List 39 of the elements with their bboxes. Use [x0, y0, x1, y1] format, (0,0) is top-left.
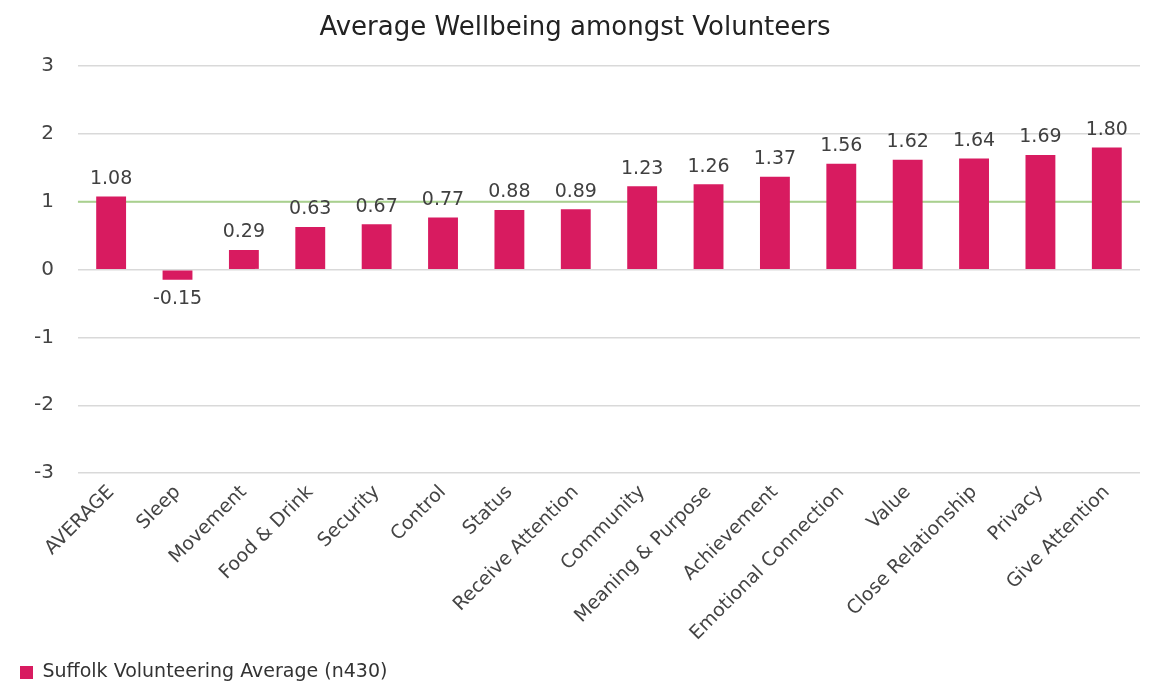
- bar: [959, 158, 989, 269]
- text: 1.37: [753, 146, 797, 169]
- y-tick-label: 1: [41, 188, 54, 213]
- bar: [1091, 147, 1122, 269]
- y-tick-label: 2: [41, 120, 54, 145]
- bar: [759, 176, 790, 269]
- bar: [96, 196, 127, 269]
- chart-title: Average Wellbeing amongst Volunteers: [319, 11, 831, 42]
- text: 1.23: [621, 155, 664, 178]
- bar: [295, 226, 326, 269]
- y-tick-label: -3: [33, 459, 54, 484]
- text: 1.80: [1085, 117, 1128, 140]
- text: 1.08: [89, 165, 133, 188]
- y-tick-label: 3: [41, 52, 54, 77]
- bar: [228, 249, 259, 269]
- text: 0.29: [222, 219, 266, 242]
- text: -0.15: [152, 286, 203, 309]
- bar: [361, 224, 392, 269]
- bar: [1025, 155, 1056, 269]
- text: 1.56: [820, 133, 863, 156]
- text: 1.26: [687, 153, 730, 176]
- text: 1.62: [886, 129, 929, 152]
- bar: [826, 163, 857, 269]
- bar: [892, 159, 923, 269]
- text: 0.88: [488, 179, 531, 202]
- y-tick-label: 0: [41, 255, 54, 280]
- bar: [627, 186, 658, 269]
- text: 1.64: [952, 127, 996, 150]
- y-tick-label: -1: [33, 323, 54, 348]
- text: 0.89: [554, 178, 597, 201]
- y-tick-label: -2: [33, 391, 54, 416]
- bar: [693, 184, 724, 269]
- legend-label: Suffolk Volunteering Average (n430): [42, 659, 388, 682]
- text: 0.63: [289, 196, 332, 219]
- text: 1.69: [1019, 124, 1062, 147]
- bar: [162, 270, 193, 280]
- bar: [560, 209, 591, 269]
- bar: [494, 209, 525, 269]
- bar: [428, 217, 458, 269]
